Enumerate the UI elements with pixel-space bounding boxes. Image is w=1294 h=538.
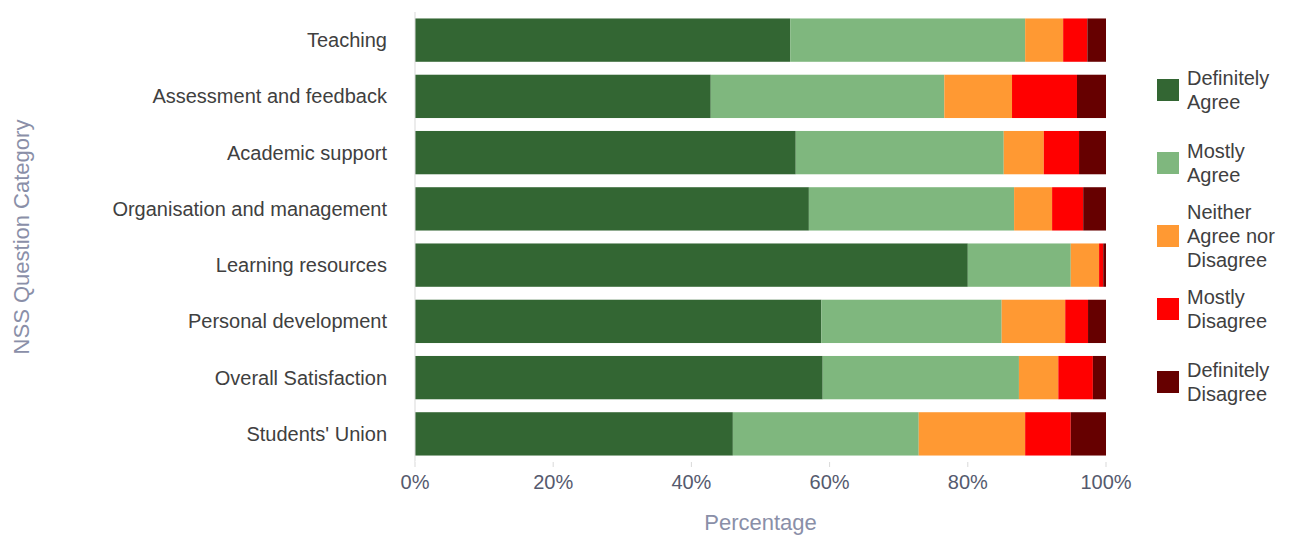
x-tick xyxy=(553,462,554,467)
legend-label-line: Definitely xyxy=(1187,67,1269,89)
bar-segment xyxy=(968,243,1071,286)
legend-swatch xyxy=(1157,79,1179,101)
bar-segment xyxy=(415,300,821,343)
chart: Teaching Assessment and feedback Academic … xyxy=(0,0,1294,538)
bar-segment xyxy=(415,243,968,286)
bar-segment xyxy=(1087,18,1106,61)
legend-swatch xyxy=(1157,371,1179,393)
category-label: Assessment and feedback xyxy=(152,85,388,107)
bar-segment xyxy=(1071,412,1106,455)
legend-label-line: Definitely xyxy=(1187,359,1269,381)
legend-label-line: Agree xyxy=(1187,164,1240,186)
y-axis-title: NSS Question Category xyxy=(9,120,34,355)
bar-segment xyxy=(1019,356,1058,399)
category-label: Organisation and management xyxy=(112,198,387,220)
x-tick xyxy=(691,462,692,467)
bar-segment xyxy=(796,131,1004,174)
bar-segment xyxy=(1083,187,1106,230)
bar-segment xyxy=(1093,356,1106,399)
bar-segment xyxy=(790,18,1025,61)
bar-segment xyxy=(415,18,790,61)
legend-label: NeitherAgree norDisagree xyxy=(1187,201,1275,271)
bar-segment xyxy=(415,412,733,455)
category-label: Learning resources xyxy=(216,254,387,276)
bar-segment xyxy=(1025,412,1071,455)
legend-label-line: Agree nor xyxy=(1187,225,1275,247)
x-tick xyxy=(1106,462,1107,467)
legend-label-line: Disagree xyxy=(1187,310,1267,332)
legend-label-line: Mostly xyxy=(1187,286,1245,308)
x-tick xyxy=(829,462,830,467)
bar-segment xyxy=(1044,131,1079,174)
legend-label: DefinitelyAgree xyxy=(1187,67,1269,113)
y-axis-line xyxy=(415,12,416,462)
bar-segment xyxy=(1079,131,1106,174)
legend-swatch xyxy=(1157,152,1179,174)
bar-segment xyxy=(415,131,796,174)
category-label: Overall Satisfaction xyxy=(215,367,387,389)
x-tick-label: 100% xyxy=(1080,471,1131,493)
bar-segment xyxy=(1025,18,1063,61)
x-tick-label: 80% xyxy=(948,471,988,493)
bar-segment xyxy=(944,75,1012,118)
bar-segment xyxy=(1052,187,1083,230)
legend-label-line: Neither xyxy=(1187,201,1252,223)
category-label: Students' Union xyxy=(246,423,387,445)
bar-segment xyxy=(1012,75,1077,118)
x-tick xyxy=(415,462,416,467)
x-tick-label: 0% xyxy=(401,471,430,493)
bar-segment xyxy=(1058,356,1093,399)
bar-segment xyxy=(821,300,1001,343)
bar-segment xyxy=(711,75,945,118)
bar-segment xyxy=(415,75,711,118)
category-label: Personal development xyxy=(188,310,387,332)
bar-segment xyxy=(1071,243,1099,286)
bar-segment xyxy=(823,356,1019,399)
bar-segment xyxy=(733,412,919,455)
legend-label: MostlyDisagree xyxy=(1187,286,1267,332)
bar-segment xyxy=(1004,131,1044,174)
x-axis-line xyxy=(415,462,1106,463)
bar-segment xyxy=(919,412,1025,455)
bars xyxy=(415,18,1106,455)
legend-swatch xyxy=(1157,225,1179,247)
legend-label-line: Agree xyxy=(1187,91,1240,113)
legend-label: MostlyAgree xyxy=(1187,140,1245,186)
bar-segment xyxy=(1099,243,1103,286)
legend-label: DefinitelyDisagree xyxy=(1187,359,1269,405)
x-tick-label: 60% xyxy=(810,471,850,493)
bar-segment xyxy=(1077,75,1106,118)
bar-segment xyxy=(415,356,823,399)
x-tick xyxy=(967,462,968,467)
bar-segment xyxy=(1014,187,1052,230)
legend-label-line: Disagree xyxy=(1187,383,1267,405)
bar-segment xyxy=(415,187,809,230)
x-tick-label: 20% xyxy=(533,471,573,493)
bar-segment xyxy=(1065,300,1088,343)
bar-segment xyxy=(1088,300,1106,343)
bar-segment xyxy=(1103,243,1106,286)
category-label: Academic support xyxy=(227,142,388,164)
x-axis-title: Percentage xyxy=(704,510,817,535)
bar-segment xyxy=(1002,300,1066,343)
legend-swatch xyxy=(1157,298,1179,320)
category-label: Teaching xyxy=(307,29,387,51)
x-tick-label: 40% xyxy=(671,471,711,493)
bar-segment xyxy=(809,187,1014,230)
legend-label-line: Disagree xyxy=(1187,249,1267,271)
legend-label-line: Mostly xyxy=(1187,140,1245,162)
bar-segment xyxy=(1063,18,1087,61)
